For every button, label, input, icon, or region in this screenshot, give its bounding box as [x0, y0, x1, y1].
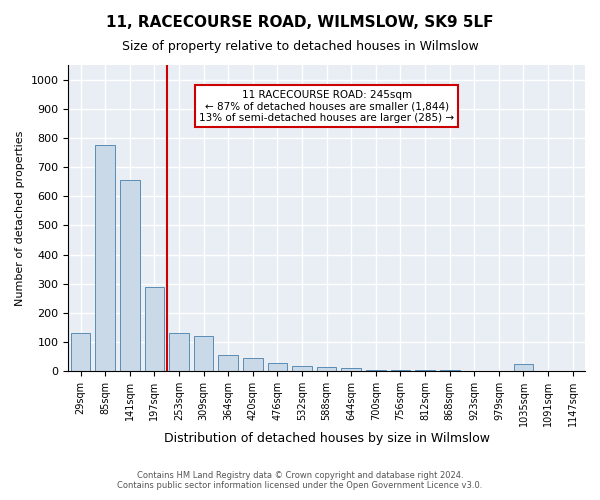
Text: Contains HM Land Registry data © Crown copyright and database right 2024.
Contai: Contains HM Land Registry data © Crown c…: [118, 470, 482, 490]
Bar: [317, 367, 337, 372]
Bar: [391, 370, 410, 372]
Bar: [243, 358, 263, 372]
Bar: [366, 370, 386, 372]
Y-axis label: Number of detached properties: Number of detached properties: [15, 130, 25, 306]
Bar: [169, 334, 189, 372]
Bar: [218, 356, 238, 372]
Text: 11 RACECOURSE ROAD: 245sqm
← 87% of detached houses are smaller (1,844)
13% of s: 11 RACECOURSE ROAD: 245sqm ← 87% of deta…: [199, 90, 454, 122]
X-axis label: Distribution of detached houses by size in Wilmslow: Distribution of detached houses by size …: [164, 432, 490, 445]
Bar: [194, 336, 214, 372]
Text: 11, RACECOURSE ROAD, WILMSLOW, SK9 5LF: 11, RACECOURSE ROAD, WILMSLOW, SK9 5LF: [106, 15, 494, 30]
Bar: [292, 366, 312, 372]
Bar: [268, 362, 287, 372]
Bar: [440, 370, 460, 372]
Bar: [145, 286, 164, 372]
Bar: [120, 180, 140, 372]
Text: Size of property relative to detached houses in Wilmslow: Size of property relative to detached ho…: [122, 40, 478, 53]
Bar: [341, 368, 361, 372]
Bar: [514, 364, 533, 372]
Bar: [95, 145, 115, 372]
Bar: [71, 334, 91, 372]
Bar: [415, 370, 435, 372]
